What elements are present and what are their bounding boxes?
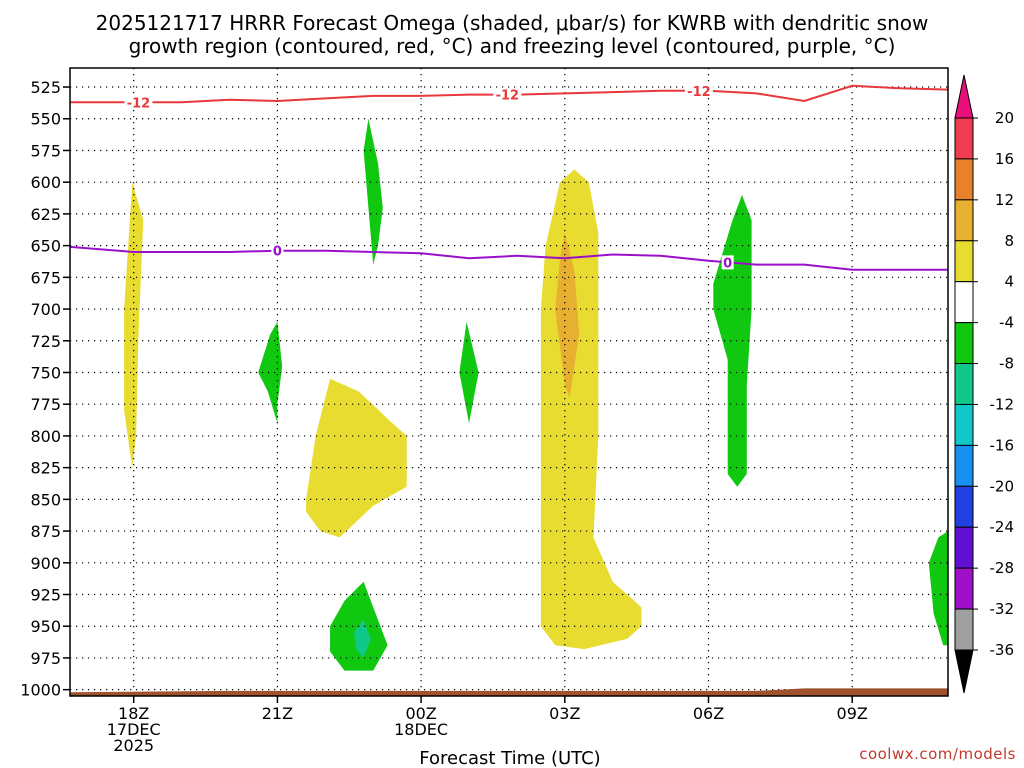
y-tick-label-875: 875 [30, 522, 61, 541]
pressure-axis: 525 550 575 600 625 650 675 700 725 750 775 800 825 8… [20, 78, 70, 700]
freezing-level-contour-label-bg-1 [721, 255, 734, 270]
colorbar-swatch-3 [954, 240, 974, 283]
colorbar-under-arrow [954, 649, 974, 694]
colorbar-label-1: 16 [995, 150, 1014, 168]
x-tick-label-13-0: 06Z [693, 704, 724, 723]
y-tick-label-700: 700 [30, 300, 61, 319]
y-tick-label-825: 825 [30, 459, 61, 478]
colorbar-swatch-2 [954, 199, 974, 242]
y-tick-label-675: 675 [30, 268, 61, 287]
negative-omega-2300-upper [363, 118, 383, 265]
y-tick-label-650: 650 [30, 237, 61, 256]
colorbar-swatch-0 [954, 117, 974, 160]
positive-omega-2130 [306, 378, 407, 538]
positive-omega-0300 [540, 169, 642, 650]
negative-omega-0100 [459, 321, 479, 424]
colorbar-label-10: -24 [990, 518, 1015, 536]
colorbar-label-4: 4 [1004, 273, 1014, 291]
y-tick-label-725: 725 [30, 332, 61, 351]
x-tick-label-1-2: 2025 [113, 736, 154, 755]
colorbar-swatch-1 [954, 158, 974, 201]
x-axis-label: Forecast Time (UTC) [419, 748, 600, 768]
y-tick-label-975: 975 [30, 649, 61, 668]
freezing-level-contour-label-0: 0 [273, 245, 282, 260]
y-tick-label-900: 900 [30, 554, 61, 573]
colorbar-label-6: -8 [999, 355, 1014, 373]
colorbar-label-2: 12 [995, 191, 1014, 209]
colorbar-swatch-5 [954, 322, 974, 365]
y-tick-label-850: 850 [30, 490, 61, 509]
x-tick-label-4-0: 21Z [262, 704, 293, 723]
y-tick-label-625: 625 [30, 205, 61, 224]
positive-omega-0300-core [555, 232, 580, 398]
colorbar-label-7: -12 [990, 395, 1015, 413]
colorbar-label-5: -4 [999, 314, 1014, 332]
colorbar-label-0: 20 [995, 109, 1014, 127]
x-tick-label-7-1: 18DEC [394, 720, 448, 739]
colorbar-label-11: -28 [990, 559, 1015, 577]
freezing-level-contour-label-bg-0 [271, 243, 284, 258]
y-tick-label-750: 750 [30, 363, 61, 382]
colorbar-swatch-4 [954, 281, 974, 324]
negative-omega-1100 [928, 531, 948, 646]
y-tick-label-525: 525 [30, 78, 61, 97]
colorbar-swatch-12 [954, 608, 974, 651]
freezing-level-contour [70, 245, 948, 271]
omega-colorbar: 20 16 12 8 4 -4 -8 -12 -16 -20 -24 -28 -32 -36 [954, 74, 1015, 694]
colorbar-swatch-11 [954, 567, 974, 610]
dendritic-zone-contour-label-2: -12 [687, 85, 711, 100]
chart-title-line-1: 2025121717 HRRR Forecast Omega (shaded, … [96, 11, 929, 35]
omega-shading-layer [124, 118, 948, 671]
freezing-level-contour-label-1: 0 [723, 256, 732, 271]
dendritic-zone-contour-label-0: -12 [127, 96, 151, 111]
colorbar-label-13: -36 [990, 641, 1015, 659]
x-tick-label-1-0: 18Z [118, 704, 149, 723]
dendritic-zone-contour-label-1: -12 [496, 89, 520, 104]
negative-omega-2100 [258, 321, 283, 424]
colorbar-swatch-6 [954, 363, 974, 405]
chart-title-line-2: growth region (contoured, red, °C) and f… [129, 34, 896, 58]
x-tick-label-7-0: 00Z [405, 704, 436, 723]
dotted-gridlines [70, 68, 948, 696]
x-tick-label-10-0: 03Z [549, 704, 580, 723]
ground-surface [70, 688, 948, 696]
colorbar-swatch-9 [954, 485, 974, 528]
negative-omega-2300-low-core [354, 619, 371, 658]
colorbar-label-3: 8 [1004, 232, 1014, 250]
positive-omega-1800 [124, 182, 144, 468]
y-tick-label-600: 600 [30, 173, 61, 192]
dendritic-zone-contour-label-bg-2 [684, 83, 713, 98]
y-tick-label-550: 550 [30, 110, 61, 129]
colorbar-swatch-7 [954, 403, 974, 446]
colorbar-swatch-8 [954, 444, 974, 487]
colorbar-swatch-10 [954, 526, 974, 569]
y-tick-label-800: 800 [30, 427, 61, 446]
colorbar-label-8: -16 [990, 436, 1015, 454]
dendritic-zone-contour-label-bg-0 [124, 95, 153, 110]
terrain-layer [70, 688, 948, 696]
contour-layer: -12 -12 -12 0 0 [70, 83, 948, 271]
x-tick-label-16-0: 09Z [837, 704, 868, 723]
dendritic-zone-contour-label-bg-1 [493, 87, 522, 102]
y-tick-label-775: 775 [30, 395, 61, 414]
y-tick-label-575: 575 [30, 141, 61, 160]
y-tick-label-1000: 1000 [20, 681, 61, 700]
plot-frame [69, 67, 949, 697]
colorbar-label-9: -20 [990, 477, 1015, 495]
colorbar-label-12: -32 [990, 600, 1015, 618]
y-tick-label-925: 925 [30, 586, 61, 605]
colorbar-over-arrow [954, 74, 974, 119]
x-tick-label-1-1: 17DEC [107, 720, 161, 739]
y-tick-label-950: 950 [30, 617, 61, 636]
site-credit: coolwx.com/models [859, 745, 1016, 763]
